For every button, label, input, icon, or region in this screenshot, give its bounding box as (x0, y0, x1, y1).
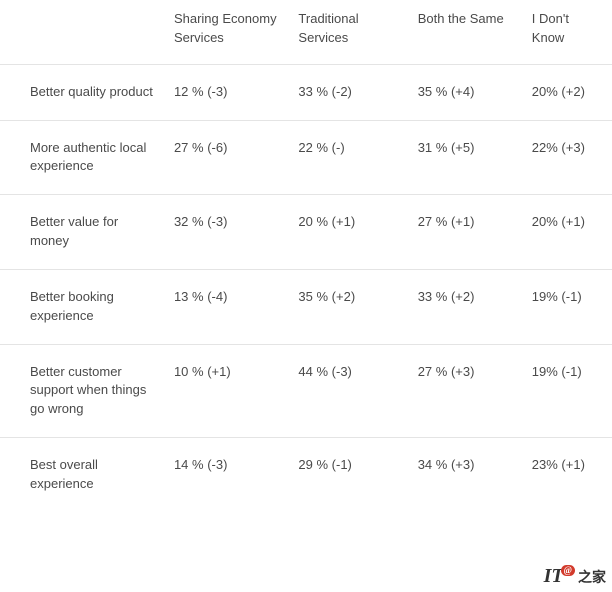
table-body: Better quality product12 % (-3)33 % (-2)… (0, 64, 612, 520)
data-cell: 29 % (-1) (290, 438, 409, 520)
data-cell: 44 % (-3) (290, 344, 409, 438)
table-row: Better value for money32 % (-3)20 % (+1)… (0, 195, 612, 270)
data-cell: 34 % (+3) (410, 438, 524, 520)
col-header: Both the Same (410, 0, 524, 64)
table-header-row: Sharing Economy Services Traditional Ser… (0, 0, 612, 64)
header-blank (0, 0, 166, 64)
col-header: Traditional Services (290, 0, 409, 64)
row-label: Better value for money (0, 195, 166, 270)
row-label: Better customer support when things go w… (0, 344, 166, 438)
watermark-suffix: 之家 (578, 569, 606, 585)
data-cell: 10 % (+1) (166, 344, 290, 438)
data-cell: 19% (-1) (524, 344, 612, 438)
table-row: Better quality product12 % (-3)33 % (-2)… (0, 64, 612, 120)
data-cell: 27 % (-6) (166, 120, 290, 195)
data-cell: 35 % (+4) (410, 64, 524, 120)
data-cell: 27 % (+1) (410, 195, 524, 270)
data-cell: 20% (+1) (524, 195, 612, 270)
data-cell: 33 % (+2) (410, 269, 524, 344)
watermark-badge-icon: @ (561, 565, 575, 576)
row-label: Best overall experience (0, 438, 166, 520)
watermark: IT@之家 (544, 566, 606, 586)
data-cell: 35 % (+2) (290, 269, 409, 344)
data-cell: 33 % (-2) (290, 64, 409, 120)
data-cell: 14 % (-3) (166, 438, 290, 520)
comparison-table: Sharing Economy Services Traditional Ser… (0, 0, 612, 520)
row-label: Better booking experience (0, 269, 166, 344)
table-row: Best overall experience14 % (-3)29 % (-1… (0, 438, 612, 520)
data-cell: 20 % (+1) (290, 195, 409, 270)
data-cell: 32 % (-3) (166, 195, 290, 270)
data-cell: 22 % (-) (290, 120, 409, 195)
row-label: More authentic local experience (0, 120, 166, 195)
data-cell: 27 % (+3) (410, 344, 524, 438)
table-row: Better customer support when things go w… (0, 344, 612, 438)
data-cell: 13 % (-4) (166, 269, 290, 344)
data-cell: 22% (+3) (524, 120, 612, 195)
data-cell: 19% (-1) (524, 269, 612, 344)
data-cell: 31 % (+5) (410, 120, 524, 195)
data-cell: 20% (+2) (524, 64, 612, 120)
data-cell: 12 % (-3) (166, 64, 290, 120)
data-cell: 23% (+1) (524, 438, 612, 520)
col-header: Sharing Economy Services (166, 0, 290, 64)
table-row: Better booking experience13 % (-4)35 % (… (0, 269, 612, 344)
row-label: Better quality product (0, 64, 166, 120)
table-row: More authentic local experience27 % (-6)… (0, 120, 612, 195)
col-header: I Don't Know (524, 0, 612, 64)
